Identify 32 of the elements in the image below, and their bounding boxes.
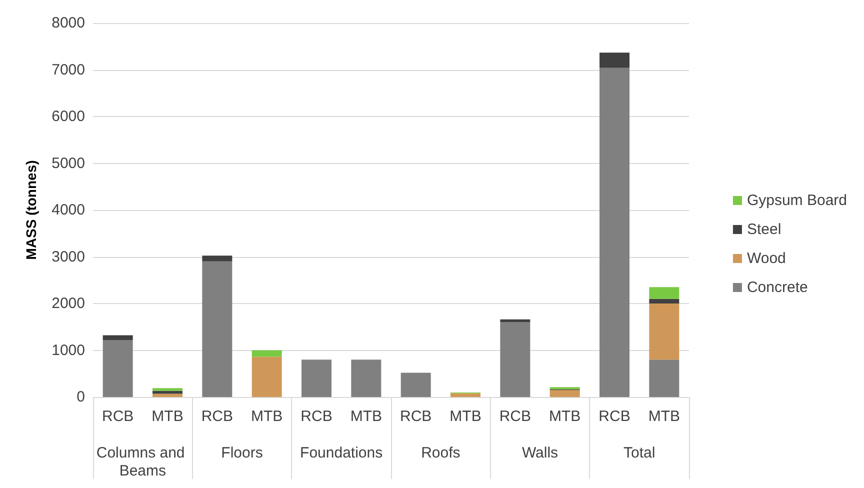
x-tick-label: MTB xyxy=(350,408,382,425)
y-tick-label: 0 xyxy=(76,388,85,406)
y-tick-label: 2000 xyxy=(52,295,85,312)
legend-label: Steel xyxy=(746,221,782,238)
legend-label: Gypsum Board xyxy=(746,192,848,209)
text: Foundations xyxy=(300,444,383,462)
x-tick-label: RCB xyxy=(400,408,432,425)
text: Floors xyxy=(221,444,263,462)
text: Walls xyxy=(522,444,558,462)
x-tick-label: MTB xyxy=(450,408,482,425)
y-tick-label: 8000 xyxy=(52,14,85,32)
text: Columns and Beams xyxy=(96,444,189,480)
y-axis-title: MASS (tonnes) xyxy=(23,160,39,260)
x-tick-label: MTB xyxy=(548,408,581,425)
y-tick-label: 4000 xyxy=(52,202,85,218)
x-tick-label: MTB xyxy=(250,408,283,425)
x-tick-label: RCB xyxy=(598,408,630,425)
y-tick-label: 6000 xyxy=(52,108,85,125)
y-tick-label: 3000 xyxy=(52,248,85,266)
x-tick-label: MTB xyxy=(648,408,680,425)
x-tick-label: RCB xyxy=(201,408,234,425)
y-tick-label: 7000 xyxy=(52,61,85,78)
legend-label: Concrete xyxy=(746,279,808,296)
y-tick-label: 5000 xyxy=(52,154,85,172)
text: Roofs xyxy=(421,444,460,462)
text: Total xyxy=(623,444,656,462)
x-tick-label: MTB xyxy=(152,408,184,425)
x-tick-label: RCB xyxy=(300,408,332,425)
legend-label: Wood xyxy=(746,250,786,267)
x-tick-label: RCB xyxy=(102,408,134,425)
y-tick-label: 1000 xyxy=(52,342,85,359)
x-tick-label: RCB xyxy=(499,408,532,425)
